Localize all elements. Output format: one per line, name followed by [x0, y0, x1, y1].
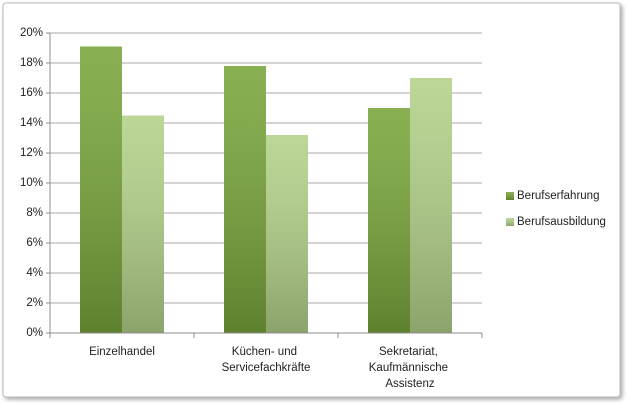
y-tick-label: 14% — [20, 117, 43, 129]
bar-shade — [266, 135, 308, 333]
x-tick-label: Sekretariat, Kaufmännische Assistenz — [369, 346, 451, 390]
x-tick-label: Küchen- und Servicefachkräfte — [222, 346, 311, 374]
y-tick-label: 6% — [26, 237, 43, 249]
y-tick-label: 0% — [26, 327, 43, 339]
bar-shade — [368, 108, 410, 333]
y-tick-label: 18% — [20, 57, 43, 69]
y-tick-label: 20% — [20, 27, 43, 39]
bar-shade — [122, 115, 164, 333]
legend-swatch-shade — [506, 218, 514, 226]
y-tick-label: 4% — [26, 267, 43, 279]
y-tick-label: 2% — [26, 297, 43, 309]
bar-shade — [410, 78, 452, 333]
y-tick-label: 8% — [26, 207, 43, 219]
y-tick-label: 16% — [20, 87, 43, 99]
legend-label: Berufsausbildung — [517, 216, 606, 228]
legend-label: Berufserfahrung — [517, 190, 599, 202]
y-tick-label: 12% — [20, 147, 43, 159]
bar-shade — [224, 66, 266, 333]
y-tick-label: 10% — [20, 177, 43, 189]
bar-shade — [80, 46, 122, 333]
legend-swatch-shade — [506, 192, 514, 200]
x-tick-label: Einzelhandel — [89, 346, 155, 358]
